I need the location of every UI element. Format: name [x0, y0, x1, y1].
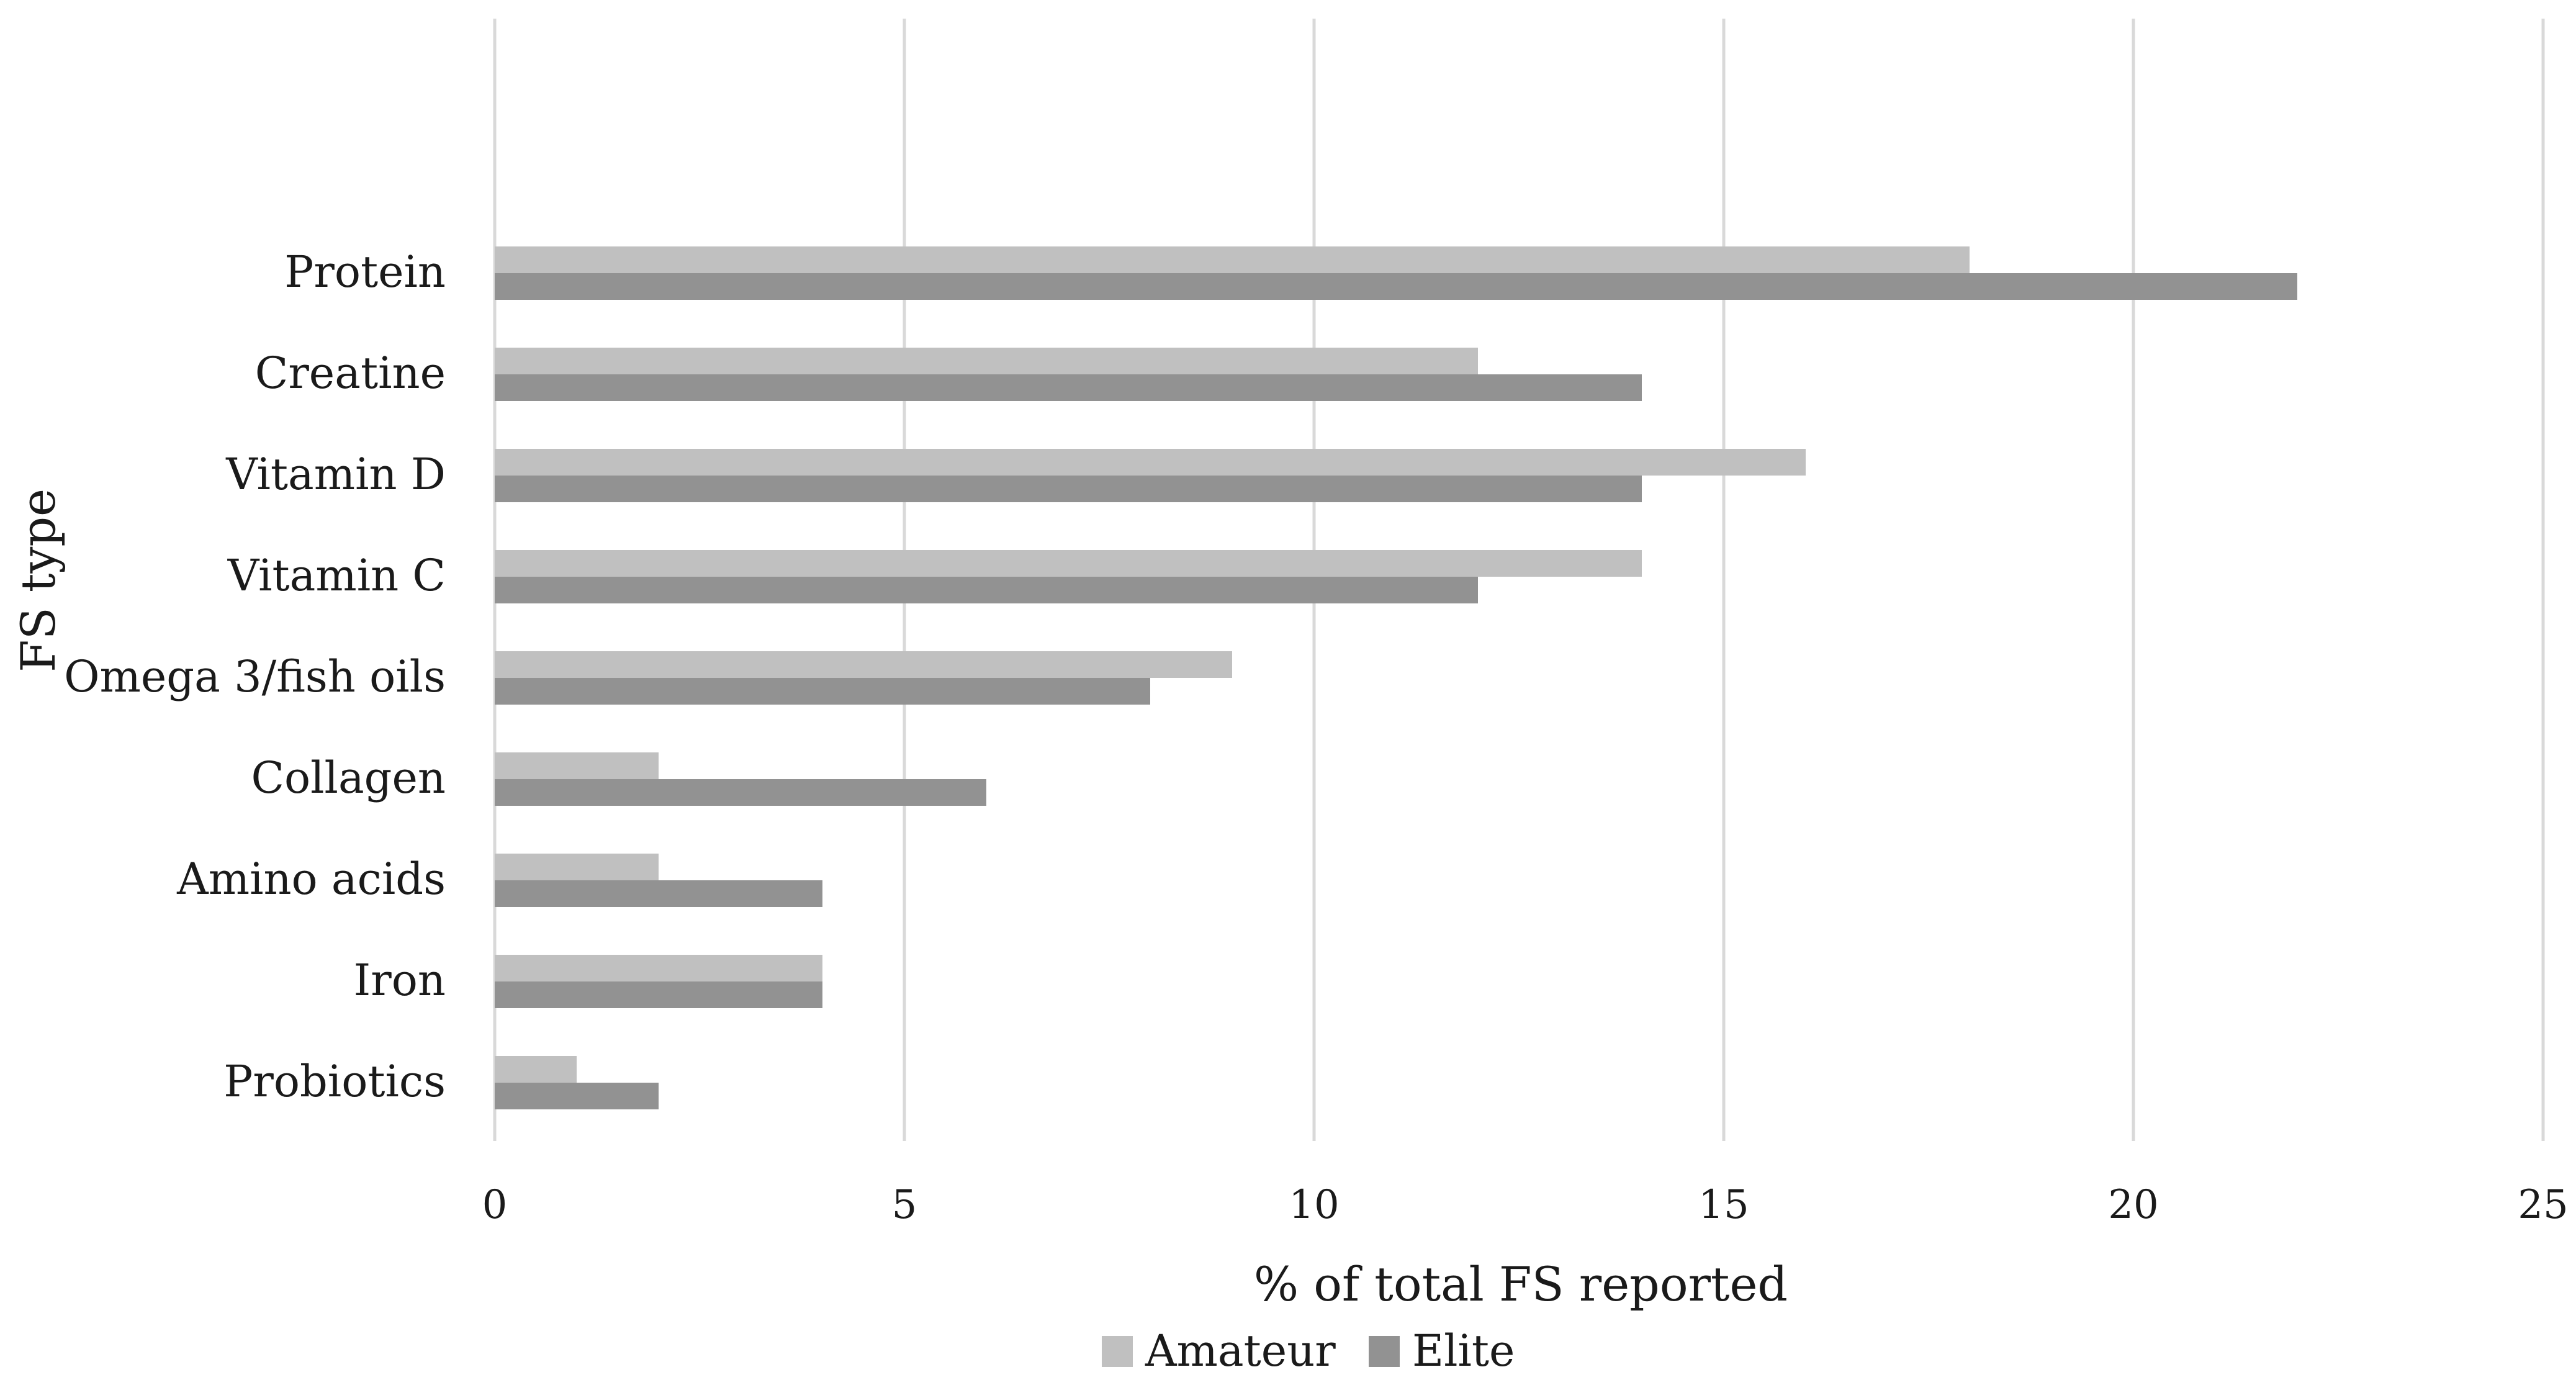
- bar-elite-2: [495, 476, 1642, 502]
- category-label: Probiotics: [223, 1056, 446, 1107]
- legend-swatch-amateur: [1102, 1336, 1133, 1367]
- category-label: Vitamin D: [225, 449, 446, 500]
- bar-elite-4: [495, 678, 1150, 705]
- x-tick-label: 0: [482, 1182, 508, 1228]
- category-label: Vitamin C: [227, 550, 446, 601]
- x-axis-title: % of total FS reported: [1254, 1256, 1788, 1312]
- x-tick-label: 15: [1698, 1182, 1749, 1228]
- category-label: Creatine: [255, 348, 446, 399]
- legend-label-elite: Elite: [1412, 1325, 1515, 1376]
- bar-amateur-2: [495, 449, 1806, 476]
- bar-amateur-3: [495, 550, 1642, 577]
- bar-amateur-4: [495, 651, 1232, 678]
- y-axis-title: FS type: [11, 489, 66, 672]
- bar-amateur-0: [495, 246, 1970, 273]
- bar-elite-6: [495, 880, 822, 907]
- bar-elite-1: [495, 374, 1642, 401]
- x-tick-labels: 0 5 10 15 20 25: [482, 1182, 2569, 1228]
- category-label: Amino acids: [176, 854, 446, 905]
- category-labels: Protein Creatine Vitamin D Vitamin C Omega 3…: [64, 246, 446, 1107]
- bar-amateur-8: [495, 1056, 577, 1083]
- bar-amateur-7: [495, 955, 822, 981]
- legend-swatch-elite: [1369, 1336, 1400, 1367]
- bars: [495, 246, 2297, 1109]
- bar-amateur-6: [495, 854, 659, 880]
- category-label: Collagen: [251, 752, 446, 803]
- x-tick-label: 10: [1289, 1182, 1339, 1228]
- x-tick-label: 25: [2518, 1182, 2568, 1228]
- bar-elite-3: [495, 577, 1478, 603]
- bar-elite-7: [495, 981, 822, 1008]
- bar-amateur-1: [495, 348, 1478, 374]
- bar-elite-5: [495, 779, 986, 806]
- category-label: Omega 3/fish oils: [64, 651, 446, 702]
- bar-amateur-5: [495, 752, 659, 779]
- x-tick-label: 5: [892, 1182, 917, 1228]
- bar-elite-0: [495, 273, 2297, 300]
- bar-elite-8: [495, 1083, 659, 1109]
- legend-label-amateur: Amateur: [1145, 1325, 1336, 1376]
- category-label: Iron: [354, 955, 446, 1006]
- legend: Amateur Elite: [1102, 1325, 1515, 1376]
- x-tick-label: 20: [2108, 1182, 2158, 1228]
- category-label: Protein: [284, 246, 446, 297]
